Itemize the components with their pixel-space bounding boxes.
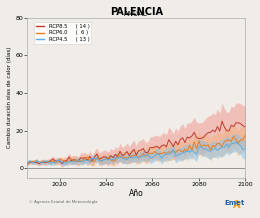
Y-axis label: Cambio duración olas de calor (días): Cambio duración olas de calor (días) — [7, 47, 12, 148]
X-axis label: Año: Año — [129, 189, 144, 199]
Text: © Agencia Estatal de Meteorología: © Agencia Estatal de Meteorología — [29, 200, 98, 204]
Text: ANUAL: ANUAL — [124, 11, 148, 17]
Title: PALENCIA: PALENCIA — [110, 7, 163, 17]
Legend: RCP8.5     ( 14 ), RCP6.0     (  6 ), RCP4.5     ( 13 ): RCP8.5 ( 14 ), RCP6.0 ( 6 ), RCP4.5 ( 13… — [34, 22, 92, 44]
Text: Emet: Emet — [225, 200, 245, 206]
Text: A: A — [233, 200, 241, 210]
